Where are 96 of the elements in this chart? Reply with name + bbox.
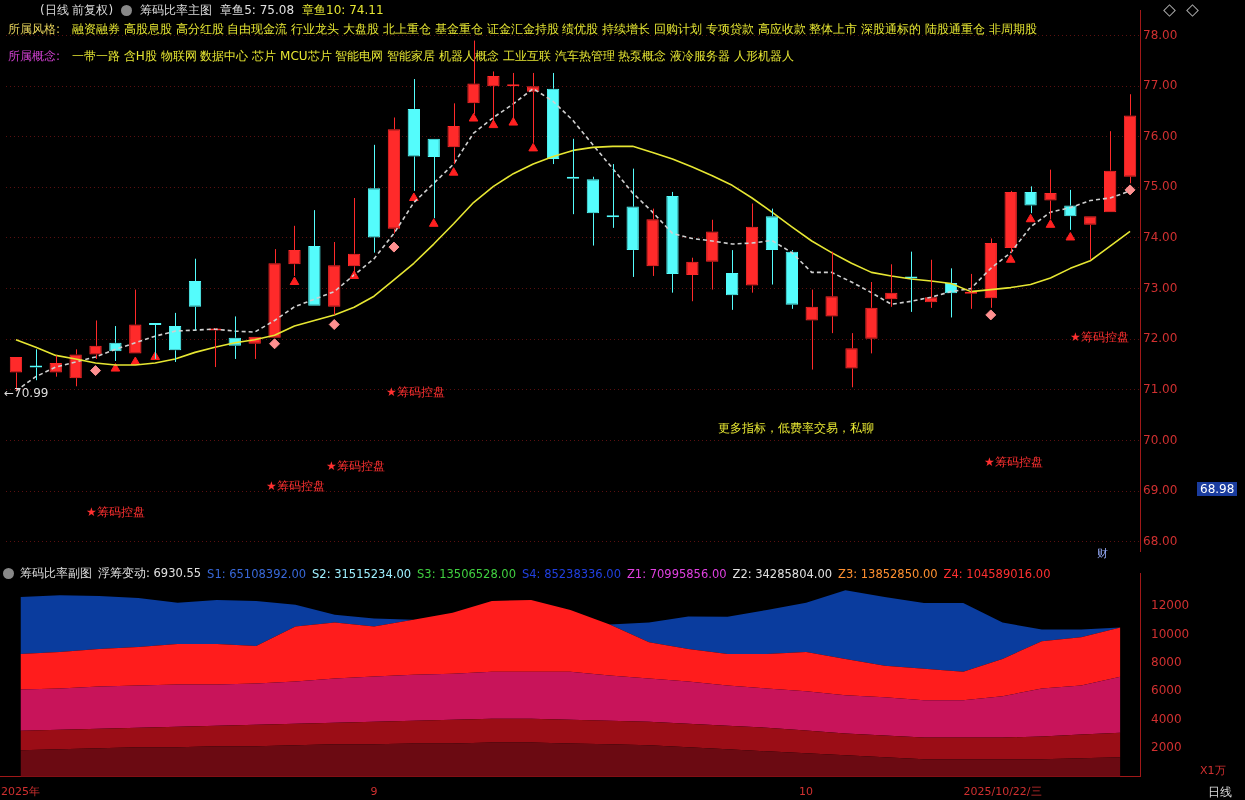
y-tick-label: 69.00 [1143,483,1178,498]
candlestick [328,241,341,316]
point [1025,213,1036,223]
annotation: 更多指标，低费率交易，私聊 [718,420,874,437]
annotation: S2: 31515234.00 [312,566,412,581]
point [1124,184,1136,196]
y-tick-label: 74.00 [1143,230,1178,245]
candlestick [188,258,202,331]
y-tick-label: 78.00 [1143,27,1178,42]
annotation: Z3: 13852850.00 [838,566,938,581]
annotation: 章鱼10: 74.11 [302,2,384,19]
candlestick [447,102,460,165]
y-tick-label: 4000 [1151,711,1182,726]
candlestick [129,289,142,354]
annotation: S4: 85238336.00 [522,566,621,581]
point [468,113,479,122]
annotation: Z2: 34285804.00 [732,566,833,581]
annotation: 融资融券 高股息股 高分红股 自由现金流 行业龙头 大盘股 北上重仓 基金重仓 证金汇金持股 绩优股 持续增长 回购计划 专项贷款 高应收款 整体上市 深股通标的 陆股通重仓 非周期股 [72,21,1037,38]
candlestick [845,332,858,388]
annotation: ★筹码控盘 [326,458,385,475]
y-tick-label: 6000 [1151,683,1182,698]
candlestick [89,319,102,360]
chart-title: 筹码比率主图 [140,2,213,19]
y-tick-label: 8000 [1151,655,1182,670]
point [1065,231,1076,241]
y-tick-label: 2000 [1151,740,1182,755]
annotation: 所属风格: [8,21,61,38]
candlestick [725,249,739,311]
candlestick [1123,93,1137,184]
candlestick [168,312,182,363]
point [328,319,340,331]
candlestick [1103,130,1117,213]
y-tick-label: 72.00 [1143,331,1178,346]
y-tick-label: 73.00 [1143,280,1178,295]
annotation: 浮筹变动: 6930.55 [98,566,202,581]
y-tick-label: 68.00 [1143,533,1178,548]
candlestick [984,237,997,309]
candlestick [367,144,381,254]
candlestick [268,248,281,338]
annotation: Z4: 104589016.00 [943,566,1051,581]
point [388,241,400,253]
y-tick-label: 12000 [1151,598,1190,613]
y-tick-label: 75.00 [1143,179,1178,194]
candlestick [387,117,401,234]
x-tick-label: 10 [799,785,814,799]
candlestick [626,168,639,278]
point [1005,254,1016,263]
candlestick [407,78,421,192]
annotation: Z1: 70995856.00 [626,566,727,581]
point [528,142,539,152]
candlestick [745,203,759,294]
candlestick [646,208,659,277]
point [428,218,439,227]
point [269,338,281,350]
candlestick [666,191,679,294]
text: 日线 [1208,784,1232,800]
point [448,167,459,176]
annotation: ★筹码控盘 [86,504,145,521]
candlestick [865,281,878,354]
annotation: ★筹码控盘 [386,384,445,401]
annotation: ★筹码控盘 [1070,329,1129,346]
annotation: S1: 65108392.00 [207,566,307,581]
y-tick-label: 71.00 [1143,381,1178,396]
annotation: 财 [1097,546,1108,561]
x-tick-label: 2025年 [1,785,40,799]
text: X1万 [1200,763,1226,778]
point [289,276,300,286]
annotation: ←70.99 [4,386,49,401]
annotation: 所属概念: [8,48,61,65]
x-tick-label: 9 [370,785,378,799]
annotation: 章鱼5: 75.08 [220,2,295,19]
point [90,365,102,377]
annotation: S3: 13506528.00 [417,566,516,581]
point [508,117,519,126]
candlestick [546,72,560,165]
point [488,119,499,129]
annotation: ★筹码控盘 [266,478,325,495]
candlestick [1004,191,1017,254]
chart-subtitle: (日线 前复权) [40,2,114,19]
y-tick-label: 76.00 [1143,128,1178,143]
point [1045,219,1056,228]
candlestick [586,176,600,247]
chart-title: 筹码比率副图 [20,566,92,581]
x-tick-label: 2025/10/22/三 [963,785,1042,799]
y-tick-label: 10000 [1151,626,1190,641]
point [409,192,419,201]
point [985,309,997,321]
y-tick-label: 70.00 [1143,432,1178,447]
annotation: ★筹码控盘 [984,454,1043,471]
y-tick-label: 77.00 [1143,78,1178,93]
candlestick [825,251,838,334]
candlestick [308,209,321,306]
candlestick [765,208,779,286]
candlestick [785,249,799,310]
text: 68.98 [1197,482,1238,496]
candlestick [706,219,719,291]
